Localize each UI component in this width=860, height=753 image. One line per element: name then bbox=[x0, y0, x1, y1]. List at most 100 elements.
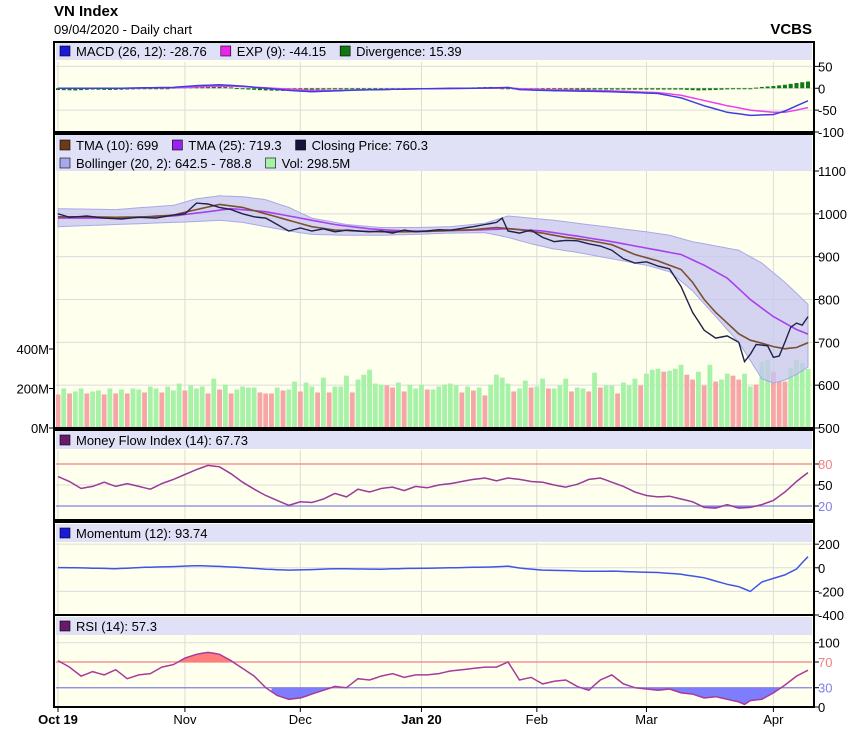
closing-price-line bbox=[57, 202, 809, 364]
volume-bar-down bbox=[776, 381, 782, 428]
volume-bar-down bbox=[782, 381, 788, 428]
mfi-tick-label: 80 bbox=[818, 457, 832, 472]
volume-bar-up bbox=[442, 384, 447, 428]
volume-bar-up bbox=[344, 375, 349, 428]
price-tick-label: 700 bbox=[818, 335, 840, 350]
volume-bar-down bbox=[182, 390, 188, 428]
divergence-bar bbox=[240, 88, 245, 90]
volume-bar-up bbox=[649, 369, 655, 428]
momentum-tick-label: -400 bbox=[818, 608, 844, 623]
volume-bar-up bbox=[747, 386, 753, 428]
divergence-bar bbox=[569, 88, 574, 90]
volume-bar-up bbox=[707, 364, 713, 428]
mfi-grid bbox=[56, 450, 812, 520]
x-axis: Oct 19 Nov Dec Jan 20 Feb Mar Apr bbox=[38, 707, 784, 727]
volume-bar-up bbox=[292, 381, 297, 428]
momentum-legend-bg bbox=[56, 524, 812, 542]
volume-bar-down bbox=[124, 393, 130, 428]
divergence-bar bbox=[263, 88, 268, 91]
volume-bar-down bbox=[142, 392, 147, 428]
divergence-bar bbox=[661, 88, 666, 90]
volume-bar-up bbox=[251, 387, 257, 428]
volume-bar-up bbox=[367, 369, 372, 428]
volume-tick-label: 200M bbox=[16, 382, 49, 397]
rsi-tick-label: 0 bbox=[818, 700, 825, 715]
price-series bbox=[57, 195, 809, 384]
divergence-bar bbox=[500, 88, 505, 90]
rsi-legend: RSI (14): 57.3 bbox=[59, 619, 157, 634]
volume-bar-up bbox=[274, 387, 280, 428]
divergence-bar bbox=[609, 88, 614, 90]
volume-bar-down bbox=[638, 385, 644, 428]
volume-bar-up bbox=[147, 386, 153, 428]
divergence-bar bbox=[696, 88, 701, 91]
volume-bar-up bbox=[136, 389, 142, 428]
volume-bar-up bbox=[447, 383, 453, 428]
divergence-bar bbox=[719, 88, 724, 90]
divergence-bar bbox=[142, 88, 147, 90]
volume-bar-up bbox=[361, 374, 367, 428]
volume-bar-up bbox=[620, 382, 626, 428]
rsi-tick-label: 30 bbox=[818, 681, 832, 696]
price-tick-label: 1100 bbox=[818, 164, 846, 179]
volume-bar-up bbox=[176, 383, 182, 428]
divergence-bar bbox=[794, 83, 799, 89]
mfi-tick-label: 50 bbox=[818, 478, 832, 493]
x-axis-label: Apr bbox=[763, 712, 784, 727]
macd-series bbox=[56, 81, 810, 117]
macd-frame bbox=[53, 41, 815, 133]
volume-bar-up bbox=[563, 378, 569, 428]
chart-subtitle: 09/04/2020 - Daily chart bbox=[54, 22, 192, 37]
divergence-bar bbox=[684, 88, 689, 90]
mfi-legend-text: Money Flow Index (14): 67.73 bbox=[76, 433, 248, 448]
rsi-oversold-fill bbox=[271, 687, 330, 700]
divergence-bar bbox=[344, 88, 349, 90]
price-legend-row1-swatch bbox=[295, 139, 306, 151]
price-tick-label: 1000 bbox=[818, 207, 847, 222]
divergence-bar bbox=[754, 87, 759, 89]
divergence-bar bbox=[581, 88, 585, 90]
x-axis-label: Feb bbox=[526, 712, 548, 727]
volume-bar-down bbox=[586, 391, 592, 428]
volume-bar-up bbox=[557, 385, 563, 428]
macd-tick-label: -50 bbox=[818, 103, 837, 118]
divergence-bar bbox=[782, 84, 787, 89]
divergence-bar bbox=[638, 88, 643, 90]
volume-bar-up bbox=[309, 386, 315, 428]
chart-title: VN Index bbox=[54, 3, 119, 20]
rsi-panel: RSI (14): 57.3 100 70 30 0 bbox=[53, 614, 840, 715]
volume-axis-ticks: 400M 200M 0M bbox=[16, 342, 54, 436]
price-legend-row1-text: TMA (25): 719.3 bbox=[188, 138, 281, 153]
price-legend-row2-swatch bbox=[59, 157, 71, 169]
divergence-bar bbox=[725, 88, 730, 90]
volume-bar-up bbox=[194, 388, 199, 428]
volume-bar-down bbox=[661, 371, 667, 428]
rsi-line bbox=[57, 651, 809, 706]
volume-bar-up bbox=[609, 385, 615, 428]
volume-bars bbox=[56, 359, 811, 428]
rsi-frame bbox=[53, 614, 815, 708]
divergence-bar bbox=[304, 88, 309, 91]
divergence-bar bbox=[246, 88, 251, 90]
divergence-bar bbox=[321, 88, 326, 90]
volume-bar-down bbox=[159, 392, 165, 428]
volume-bar-up bbox=[476, 387, 482, 428]
rsi-grid bbox=[56, 635, 812, 707]
momentum-tick-label: 0 bbox=[818, 561, 825, 576]
volume-bar-up bbox=[765, 359, 771, 428]
divergence-bar bbox=[332, 88, 337, 90]
divergence-bar bbox=[223, 87, 228, 89]
price-frame bbox=[53, 133, 815, 429]
mfi-series bbox=[56, 463, 812, 509]
volume-bar-down bbox=[459, 392, 465, 428]
volume-bar-up bbox=[794, 359, 799, 428]
divergence-bar bbox=[350, 88, 355, 90]
divergence-bar bbox=[713, 88, 718, 90]
divergence-bar bbox=[159, 88, 164, 90]
divergence-bar bbox=[84, 88, 89, 90]
price-legend-row1-swatch bbox=[172, 139, 183, 151]
divergence-bar bbox=[777, 85, 782, 89]
mfi-panel: Money Flow Index (14): 67.73 80 50 20 bbox=[53, 429, 832, 521]
tma10-line bbox=[58, 203, 809, 350]
